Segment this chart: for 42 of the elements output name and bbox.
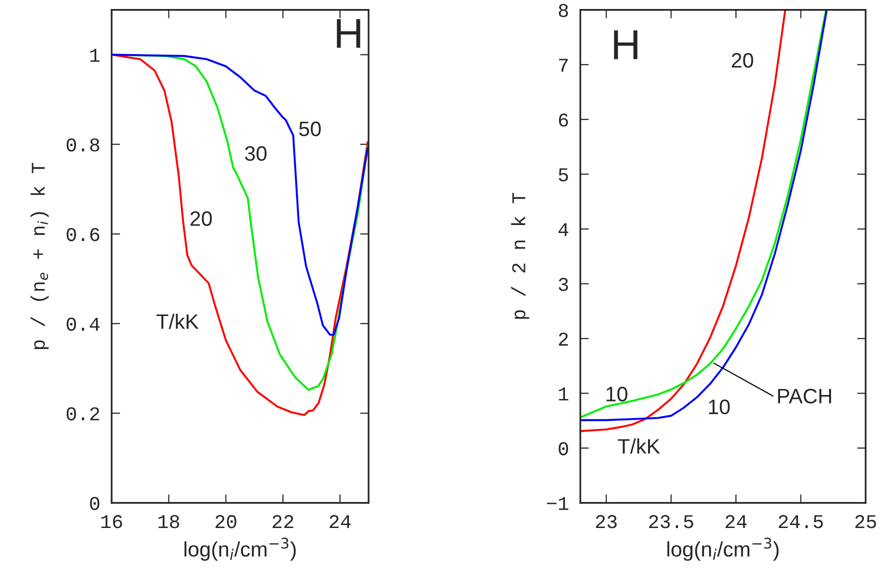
series-label: 50 [299, 121, 321, 136]
y-tick-label: −1 [546, 497, 568, 510]
x-tick-label: 25 [855, 515, 876, 528]
y-tick-label: 2 [558, 332, 568, 346]
y-axis-title: p / (n$_{e}$ + n$_{i}$) k T [30, 162, 49, 350]
y-tick-label: 0 [558, 442, 568, 456]
x-tick-label: 23.5 [649, 515, 694, 528]
y-tick-label: 6 [558, 113, 568, 127]
annotation: H [336, 19, 360, 48]
y-tick-label: 7 [559, 58, 568, 72]
y-tick-label: 0.8 [66, 138, 100, 152]
y-tick-label: 0 [90, 496, 100, 510]
y-axis-title: p / 2 n k T [511, 192, 530, 319]
series-label: 10 [606, 386, 628, 402]
y-tick-label: 1 [558, 388, 568, 400]
y-tick-label: 0.6 [66, 228, 100, 242]
x-tick-label: 24 [330, 515, 351, 528]
line-series [112, 54, 369, 336]
series-label: 20 [732, 52, 754, 68]
x-tick-label: 22 [272, 515, 294, 528]
series-label: 10 [708, 400, 730, 414]
y-tick-label: 5 [558, 168, 568, 182]
y-tick-label: 0.2 [66, 407, 100, 420]
x-tick-label: 24.5 [778, 515, 823, 528]
series-label: 20 [190, 211, 212, 226]
x-tick-label: 24 [726, 515, 747, 528]
x-tick-label: 23 [596, 515, 617, 528]
y-tick-label: 4 [558, 223, 568, 236]
annotation: T/kK [618, 438, 660, 454]
annotation: T/kK [156, 314, 199, 329]
x-tick-label: 20 [216, 515, 236, 528]
annotation: H [614, 30, 638, 60]
series-label: 30 [244, 146, 267, 161]
annotation: PACH [778, 388, 832, 404]
x-axis-title: log(n$_{i}$/cm$^{−3}$) [667, 538, 779, 561]
y-tick-label: 0.4 [66, 318, 100, 331]
x-axis-title: log(n$_{i}$/cm$^{−3}$) [184, 538, 296, 561]
y-tick-label: 8 [558, 4, 568, 18]
x-tick-label: 16 [101, 515, 122, 528]
y-tick-label: 3 [558, 278, 568, 291]
y-tick-label: 1 [90, 48, 100, 62]
x-tick-label: 18 [158, 515, 180, 528]
